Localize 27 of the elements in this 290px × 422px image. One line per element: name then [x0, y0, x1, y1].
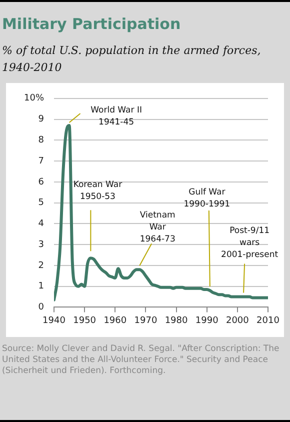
x-tick-label: 1940	[42, 316, 66, 326]
x-tick-label: 1950	[73, 316, 96, 326]
y-tick-label: 7	[38, 156, 44, 166]
y-tick-label: 3	[38, 240, 44, 250]
y-tick-label: 6	[38, 177, 44, 188]
y-tick-label: 9	[38, 114, 44, 125]
y-tick-label: 4	[38, 219, 44, 230]
x-tick-label: 2010	[256, 316, 280, 326]
y-tick-label: 0	[38, 302, 44, 313]
source-note: Source: Molly Clever and David R. Segal. "After Conscription: The United States and the All-Volunteer Force." Security and Peace (Sicherheit und Frieden). Forthcoming.	[2, 344, 280, 377]
annotation: Korean War 1950-53	[73, 180, 123, 202]
y-tick-label: 10%	[24, 94, 44, 104]
chart-subtitle: % of total U.S. population in the armed forces, 1940-2010	[2, 43, 262, 76]
y-tick-label: 1	[38, 282, 44, 292]
annotation: Gulf War 1990-1991	[184, 187, 230, 210]
y-tick-label: 2	[38, 260, 44, 271]
y-tick-label: 5	[38, 198, 44, 208]
x-tick-label: 1990	[195, 316, 219, 326]
annotation: World War II 1941-45	[90, 106, 142, 128]
x-tick-label: 1960	[104, 316, 127, 326]
x-tick-label: 1980	[164, 316, 188, 326]
x-tick-label: 1970	[134, 316, 158, 326]
annotation: Post-9/11 wars 2001-present	[221, 226, 279, 260]
y-tick-label: 8	[38, 136, 44, 146]
chart-title: Military Participation	[2, 15, 181, 33]
x-tick-label: 2000	[226, 316, 250, 326]
annotation: Vietnam War 1964-73	[140, 210, 176, 245]
